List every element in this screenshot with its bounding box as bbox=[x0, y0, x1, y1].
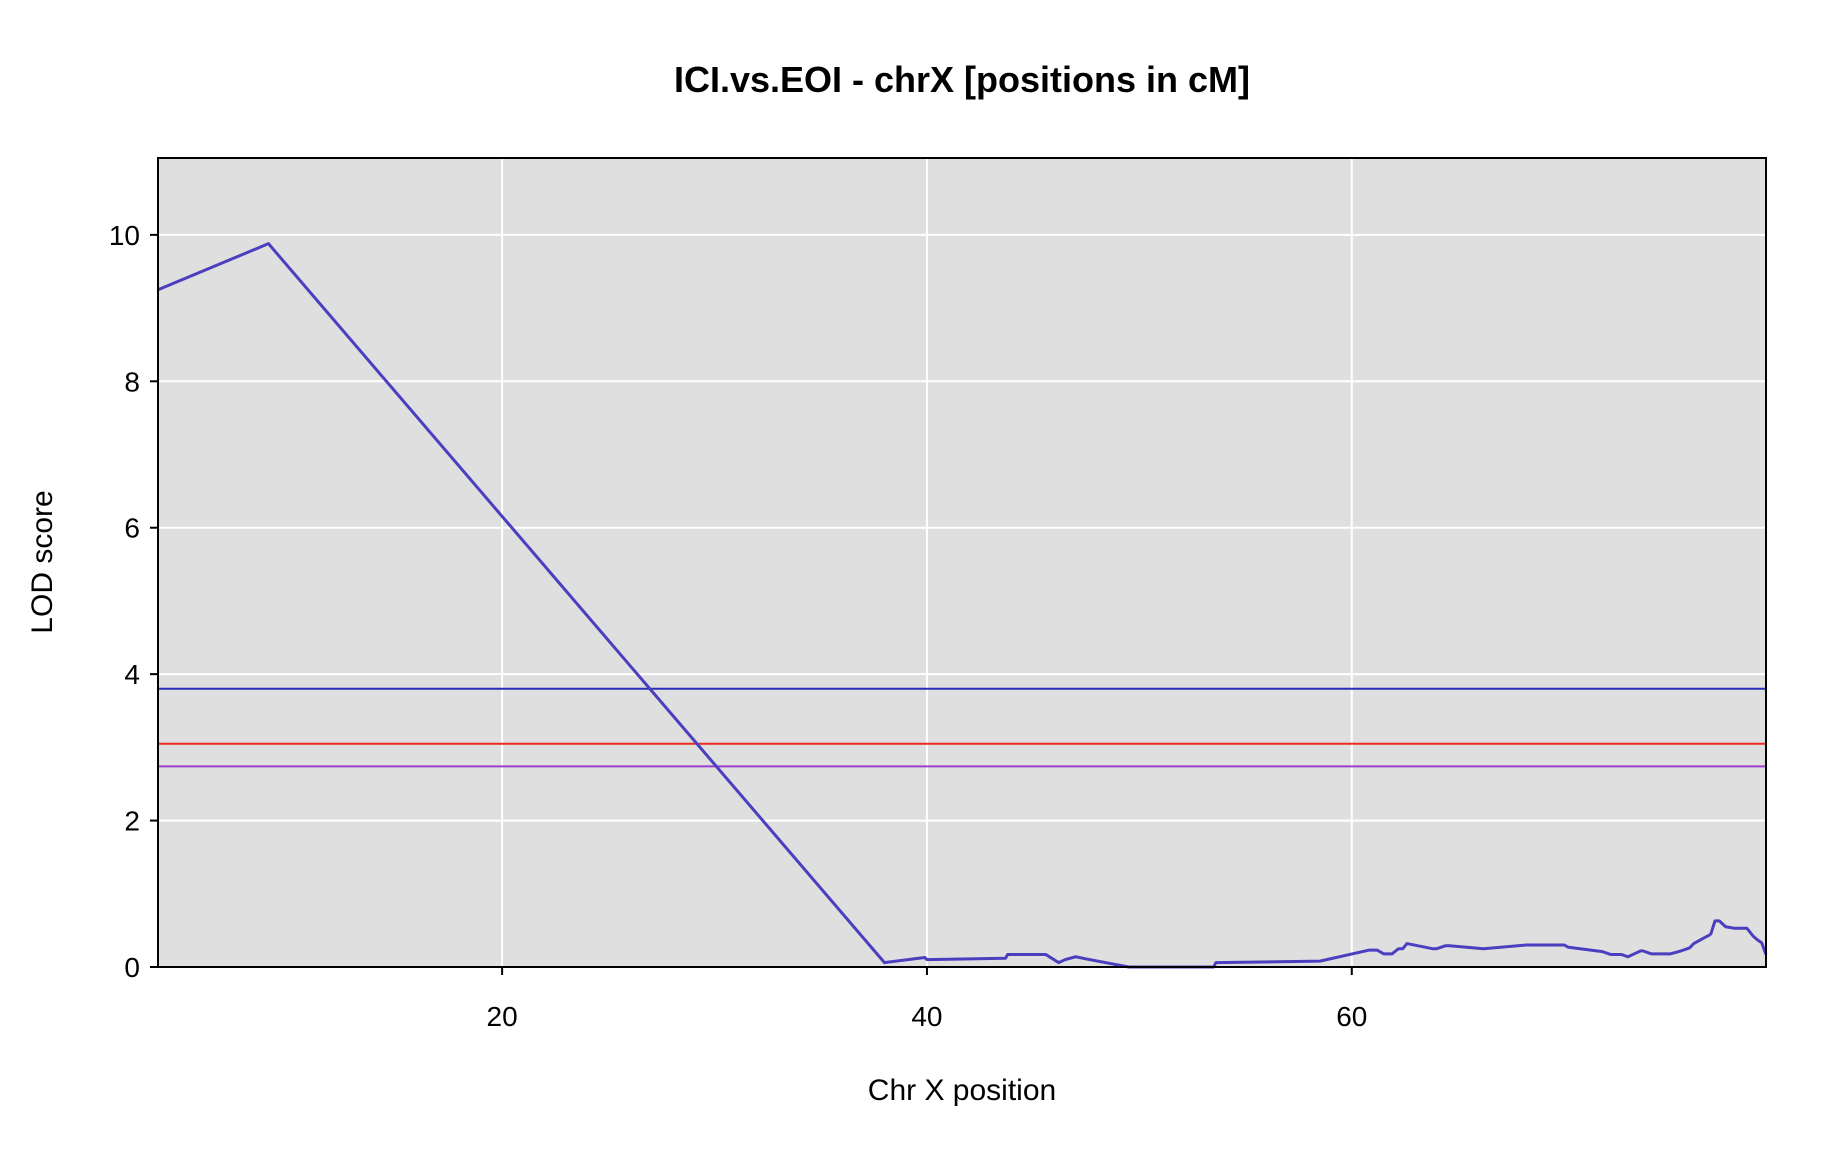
x-axis-ticks: 20 40 60 bbox=[487, 967, 1367, 1032]
y-tick-label-0: 0 bbox=[124, 952, 140, 983]
y-axis-ticks: 0 2 4 6 8 10 bbox=[109, 220, 158, 983]
plot-frame bbox=[157, 157, 1767, 968]
y-tick-label-6: 6 bbox=[124, 513, 140, 544]
threshold-lines bbox=[158, 687, 1766, 768]
x-tick-label-20: 20 bbox=[487, 1001, 518, 1032]
y-tick-label-2: 2 bbox=[124, 806, 140, 837]
y-tick-label-10: 10 bbox=[109, 220, 140, 251]
x-tick-label-60: 60 bbox=[1336, 1001, 1367, 1032]
lod-curve bbox=[157, 242, 1768, 969]
y-axis-label: LOD score bbox=[26, 490, 59, 633]
x-tick-label-40: 40 bbox=[911, 1001, 942, 1032]
y-tick-label-8: 8 bbox=[124, 366, 140, 397]
plot-area bbox=[158, 158, 1766, 967]
chart-title: ICI.vs.EOI - chrX [positions in cM] bbox=[674, 59, 1250, 100]
x-axis-label: Chr X position bbox=[868, 1074, 1056, 1107]
y-tick-label-4: 4 bbox=[124, 659, 140, 690]
